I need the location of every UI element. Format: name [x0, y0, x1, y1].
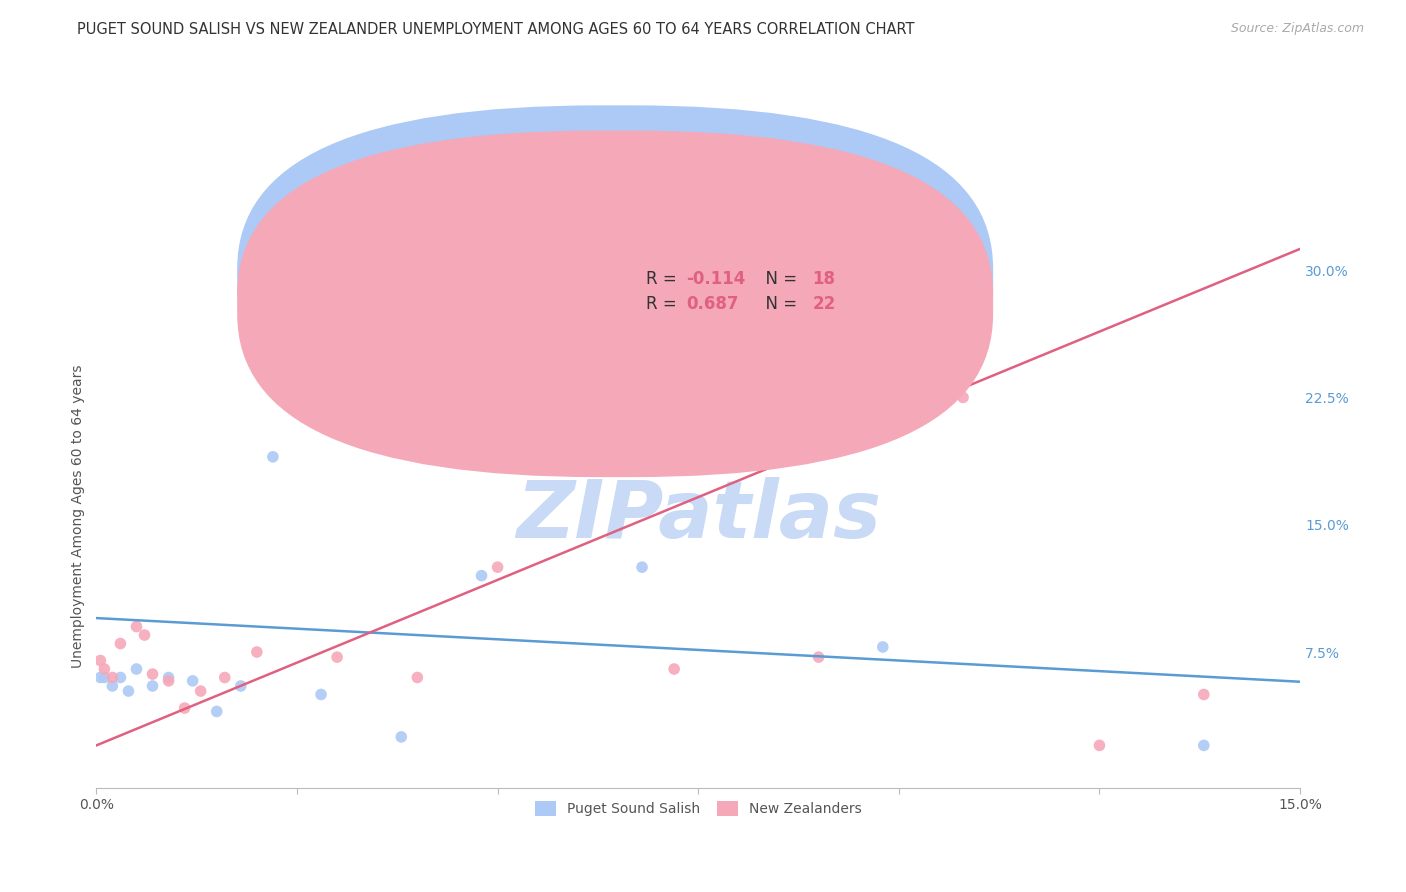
Point	[662, 662, 685, 676]
Point	[1192, 739, 1215, 753]
Point	[101, 671, 124, 685]
Point	[389, 730, 412, 744]
Point	[486, 560, 509, 574]
Point	[1088, 739, 1111, 753]
Point	[93, 662, 115, 676]
Point	[470, 568, 492, 582]
Point	[134, 628, 156, 642]
Point	[157, 671, 180, 685]
Text: 22: 22	[813, 295, 835, 313]
Point	[141, 679, 163, 693]
Point	[326, 650, 349, 665]
Point	[807, 650, 830, 665]
Legend: Puget Sound Salish, New Zealanders: Puget Sound Salish, New Zealanders	[530, 796, 868, 822]
Text: 18: 18	[813, 269, 835, 287]
Point	[205, 705, 228, 719]
Point	[246, 645, 269, 659]
Y-axis label: Unemployment Among Ages 60 to 64 years: Unemployment Among Ages 60 to 64 years	[72, 365, 86, 668]
Point	[173, 701, 195, 715]
Point	[110, 636, 132, 650]
Point	[125, 619, 148, 633]
Point	[285, 365, 308, 379]
Point	[631, 560, 654, 574]
Text: R =: R =	[647, 295, 682, 313]
Text: ZIPatlas: ZIPatlas	[516, 477, 880, 555]
Point	[309, 688, 332, 702]
Point	[117, 684, 139, 698]
Text: R =: R =	[647, 269, 682, 287]
Text: PUGET SOUND SALISH VS NEW ZEALANDER UNEMPLOYMENT AMONG AGES 60 TO 64 YEARS CORRE: PUGET SOUND SALISH VS NEW ZEALANDER UNEM…	[77, 22, 915, 37]
Point	[89, 653, 111, 667]
Point	[190, 684, 212, 698]
Point	[110, 671, 132, 685]
Point	[406, 671, 429, 685]
Point	[952, 391, 974, 405]
Text: -0.114: -0.114	[686, 269, 745, 287]
Point	[89, 671, 111, 685]
Point	[101, 679, 124, 693]
Point	[125, 662, 148, 676]
Point	[141, 667, 163, 681]
Text: Source: ZipAtlas.com: Source: ZipAtlas.com	[1230, 22, 1364, 36]
Point	[262, 450, 284, 464]
Text: N =: N =	[755, 269, 803, 287]
Point	[1192, 688, 1215, 702]
Point	[872, 640, 894, 654]
Text: 0.687: 0.687	[686, 295, 738, 313]
Point	[157, 673, 180, 688]
Point	[214, 671, 236, 685]
Point	[229, 679, 252, 693]
Point	[93, 671, 115, 685]
FancyBboxPatch shape	[578, 250, 884, 314]
Text: N =: N =	[755, 295, 803, 313]
Point	[872, 373, 894, 387]
FancyBboxPatch shape	[238, 130, 993, 477]
Point	[181, 673, 204, 688]
FancyBboxPatch shape	[238, 105, 993, 452]
